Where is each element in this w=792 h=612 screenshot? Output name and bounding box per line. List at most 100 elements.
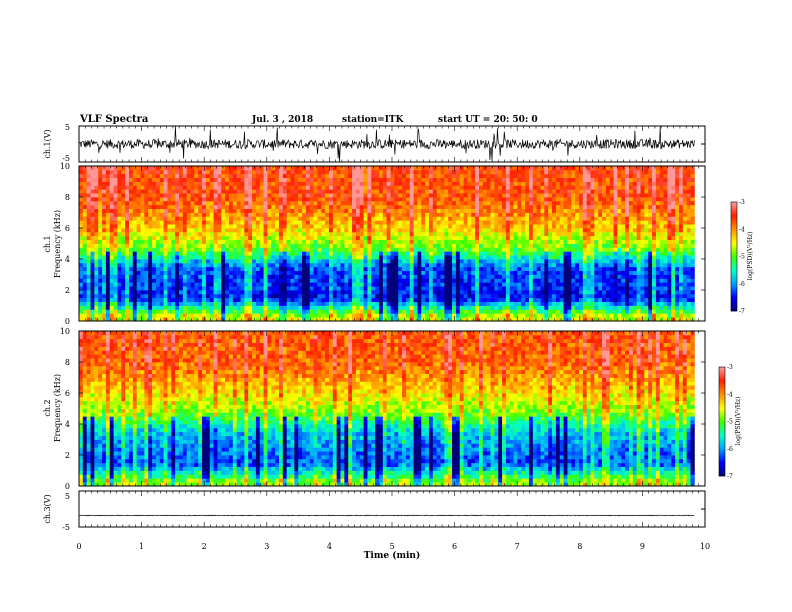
spectrogram-cell (202, 181, 207, 186)
spectrogram-cell (167, 274, 172, 279)
spectrogram-cell (525, 297, 530, 303)
spectrogram-cell (509, 251, 514, 256)
spectrogram-cell (175, 216, 180, 221)
spectrogram-cell (117, 305, 122, 310)
spectrogram-cell (517, 228, 522, 233)
spectrogram-cell (109, 189, 115, 194)
spectrogram-cell (321, 197, 326, 202)
spectrogram-cell (140, 251, 145, 256)
spectrogram-cell (336, 290, 341, 295)
spectrogram-cell (225, 251, 230, 256)
spectrogram-cell (513, 200, 518, 206)
spectrogram-cell (171, 313, 176, 318)
spectrogram-cell (321, 169, 326, 175)
spectrogram-cell (502, 169, 507, 175)
spectrogram-cell (159, 166, 165, 171)
spectrogram-cell (94, 204, 99, 210)
spectrogram-cell (340, 235, 345, 241)
spectrogram-cell (255, 239, 261, 244)
spectrogram-cell (155, 200, 161, 206)
spectrogram-cell (486, 286, 491, 291)
spectrogram-cell (259, 266, 265, 272)
spectrogram-cell (198, 301, 203, 306)
spectrogram-cell (452, 200, 457, 206)
spectrogram-cell (275, 224, 280, 229)
spectrogram-cell (286, 197, 291, 202)
spectrogram-cell (252, 243, 257, 248)
spectrogram-cell (355, 313, 361, 318)
spectrogram-cell (105, 262, 111, 268)
spectrogram-cell (509, 212, 514, 217)
spectrogram-cell (471, 247, 476, 252)
spectrogram-cell (148, 274, 153, 279)
spectrogram-cell (471, 297, 476, 303)
spectrogram-cell (190, 293, 195, 299)
spectrogram-cell (98, 208, 103, 213)
spectrogram-cell (513, 251, 518, 256)
spectrogram-cell (240, 212, 245, 217)
spectrogram-cell (409, 181, 414, 186)
spectrogram-cell (217, 212, 222, 217)
spectrogram-cell (155, 313, 161, 318)
spectrogram-cell (386, 181, 391, 186)
spectrogram-cell (413, 239, 418, 244)
spectrogram-cell (129, 259, 134, 264)
spectrogram-cell (317, 228, 322, 233)
spectrogram-cell (278, 266, 284, 272)
spectrogram-cell (325, 216, 330, 221)
spectrogram-cell (405, 231, 411, 237)
spectrogram-cell (378, 220, 384, 225)
spectrogram-cell (213, 177, 218, 182)
spectrogram-cell (232, 173, 238, 179)
spectrogram-cell (505, 251, 511, 256)
spectrogram-cell (286, 231, 291, 237)
spectrogram-cell (459, 282, 464, 287)
spectrogram-cell (309, 290, 315, 295)
spectrogram-cell (490, 274, 495, 279)
spectrogram-cell (102, 262, 107, 268)
spectrogram-cell (413, 220, 418, 225)
spectrogram-cell (152, 185, 157, 190)
spectrogram-cell (228, 266, 234, 272)
spectrogram-cell (409, 309, 414, 314)
spectrogram-cell (163, 305, 168, 310)
spectrogram-cell (394, 282, 399, 287)
spectrogram-cell (144, 286, 149, 291)
spectrogram-cell (105, 305, 111, 310)
spectrogram-cell (363, 255, 368, 260)
spectrogram-cell (129, 297, 134, 303)
spectrogram-cell (105, 200, 111, 206)
spectrogram-cell (182, 262, 188, 268)
spectrogram-cell (282, 204, 288, 210)
spectrogram-cell (163, 266, 168, 272)
spectrogram-cell (209, 255, 215, 260)
spectrogram-cell (402, 251, 407, 256)
spectrogram-cell (152, 228, 157, 233)
spectrogram-cell (371, 270, 376, 275)
spectrogram-cell (302, 224, 307, 229)
spectrogram-cell (175, 204, 180, 210)
spectrogram-cell (309, 197, 315, 202)
spectrogram-cell (82, 185, 88, 190)
spectrogram-cell (129, 204, 134, 210)
spectrogram-cell (240, 216, 245, 221)
spectrogram-cell (382, 231, 388, 237)
spectrogram-cell (298, 231, 303, 237)
spectrogram-cell (452, 235, 457, 241)
spectrogram-cell (436, 193, 441, 198)
spectrogram-cell (521, 208, 526, 213)
spectrogram-cell (90, 259, 95, 264)
spectrogram-cell (348, 243, 353, 248)
spectrogram-cell (278, 243, 284, 248)
spectrogram-cell (205, 177, 211, 182)
waveform-line (78, 126, 695, 162)
spectrogram-cell (252, 247, 257, 252)
spectrogram-cell (255, 251, 261, 256)
spectrogram-cell (102, 224, 107, 229)
spectrogram-cell (90, 224, 95, 229)
spectrogram-cell (340, 278, 345, 283)
spectrogram-cell (325, 169, 330, 175)
spectrogram-cell (125, 169, 130, 175)
spectrogram-cell (317, 297, 322, 303)
spectrogram-cell (302, 293, 307, 299)
